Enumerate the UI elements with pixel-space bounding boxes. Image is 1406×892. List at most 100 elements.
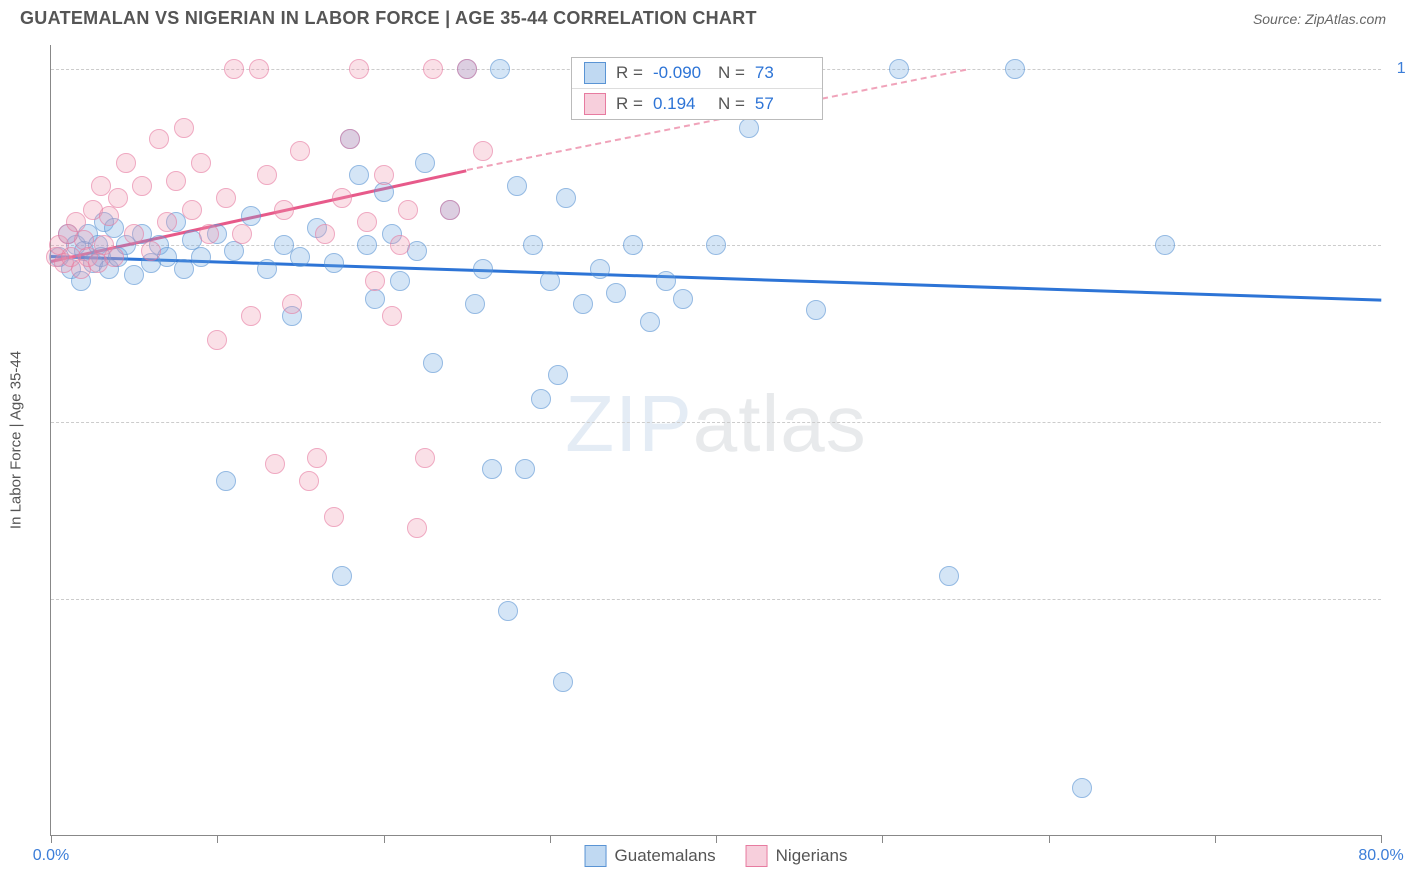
data-point xyxy=(482,459,502,479)
data-point xyxy=(590,259,610,279)
r-label: R = xyxy=(616,94,643,114)
data-point xyxy=(365,271,385,291)
data-point xyxy=(739,118,759,138)
data-point xyxy=(531,389,551,409)
data-point xyxy=(1072,778,1092,798)
data-point xyxy=(274,200,294,220)
data-point xyxy=(457,59,477,79)
data-point xyxy=(382,306,402,326)
data-point xyxy=(224,59,244,79)
n-value: 73 xyxy=(755,63,810,83)
regression-line xyxy=(51,255,1381,301)
x-tick xyxy=(384,835,385,843)
data-point xyxy=(490,59,510,79)
data-point xyxy=(415,448,435,468)
series-legend: Guatemalans Nigerians xyxy=(585,845,848,867)
data-point xyxy=(415,153,435,173)
data-point xyxy=(216,471,236,491)
data-point xyxy=(216,188,236,208)
data-point xyxy=(232,224,252,244)
data-point xyxy=(365,289,385,309)
legend-item: Nigerians xyxy=(746,845,848,867)
stats-row: R = -0.090 N = 73 xyxy=(572,58,822,88)
data-point xyxy=(573,294,593,314)
data-point xyxy=(290,141,310,161)
r-value: 0.194 xyxy=(653,94,708,114)
correlation-stats-box: R = -0.090 N = 73 R = 0.194 N = 57 xyxy=(571,57,823,120)
legend-swatch xyxy=(585,845,607,867)
x-tick xyxy=(1215,835,1216,843)
data-point xyxy=(141,241,161,261)
data-point xyxy=(340,129,360,149)
data-point xyxy=(706,235,726,255)
x-tick xyxy=(1049,835,1050,843)
data-point xyxy=(540,271,560,291)
y-tick-label: 100.0% xyxy=(1391,60,1406,78)
data-point xyxy=(265,454,285,474)
data-point xyxy=(241,306,261,326)
x-tick-label: 0.0% xyxy=(33,847,69,865)
data-point xyxy=(332,566,352,586)
chart-title: GUATEMALAN VS NIGERIAN IN LABOR FORCE | … xyxy=(20,8,757,29)
correlation-scatter-chart: In Labor Force | Age 35-44 ZIPatlas 55.0… xyxy=(50,45,1381,836)
data-point xyxy=(465,294,485,314)
data-point xyxy=(806,300,826,320)
y-tick-label: 85.0% xyxy=(1391,236,1406,254)
data-point xyxy=(191,247,211,267)
title-bar: GUATEMALAN VS NIGERIAN IN LABOR FORCE | … xyxy=(0,0,1406,33)
data-point xyxy=(104,247,124,267)
data-point xyxy=(307,448,327,468)
data-point xyxy=(498,601,518,621)
data-point xyxy=(556,188,576,208)
y-tick-label: 55.0% xyxy=(1391,590,1406,608)
data-point xyxy=(257,165,277,185)
data-point xyxy=(257,259,277,279)
x-tick xyxy=(217,835,218,843)
data-point xyxy=(548,365,568,385)
y-tick-label: 70.0% xyxy=(1391,413,1406,431)
legend-label: Nigerians xyxy=(776,846,848,866)
data-point xyxy=(290,247,310,267)
data-point xyxy=(374,182,394,202)
data-point xyxy=(423,59,443,79)
legend-item: Guatemalans xyxy=(585,845,716,867)
data-point xyxy=(656,271,676,291)
data-point xyxy=(132,176,152,196)
x-tick xyxy=(550,835,551,843)
data-point xyxy=(116,153,136,173)
data-point xyxy=(398,200,418,220)
data-point xyxy=(324,253,344,273)
x-tick xyxy=(1381,835,1382,843)
r-value: -0.090 xyxy=(653,63,708,83)
n-value: 57 xyxy=(755,94,810,114)
data-point xyxy=(1155,235,1175,255)
data-point xyxy=(507,176,527,196)
x-tick xyxy=(716,835,717,843)
data-point xyxy=(515,459,535,479)
x-tick-label: 80.0% xyxy=(1358,847,1403,865)
legend-swatch xyxy=(584,62,606,84)
data-point xyxy=(390,271,410,291)
n-label: N = xyxy=(718,94,745,114)
data-point xyxy=(191,153,211,173)
data-point xyxy=(390,235,410,255)
data-point xyxy=(1005,59,1025,79)
r-label: R = xyxy=(616,63,643,83)
stats-row: R = 0.194 N = 57 xyxy=(572,88,822,119)
data-point xyxy=(473,141,493,161)
x-tick xyxy=(51,835,52,843)
data-point xyxy=(124,224,144,244)
legend-swatch xyxy=(746,845,768,867)
y-axis-label: In Labor Force | Age 35-44 xyxy=(8,351,25,529)
x-tick xyxy=(882,835,883,843)
data-point xyxy=(889,59,909,79)
gridline xyxy=(51,422,1381,423)
data-point xyxy=(349,165,369,185)
data-point xyxy=(299,471,319,491)
data-point xyxy=(282,294,302,314)
data-point xyxy=(199,224,219,244)
n-label: N = xyxy=(718,63,745,83)
data-point xyxy=(640,312,660,332)
data-point xyxy=(374,165,394,185)
data-point xyxy=(182,200,202,220)
